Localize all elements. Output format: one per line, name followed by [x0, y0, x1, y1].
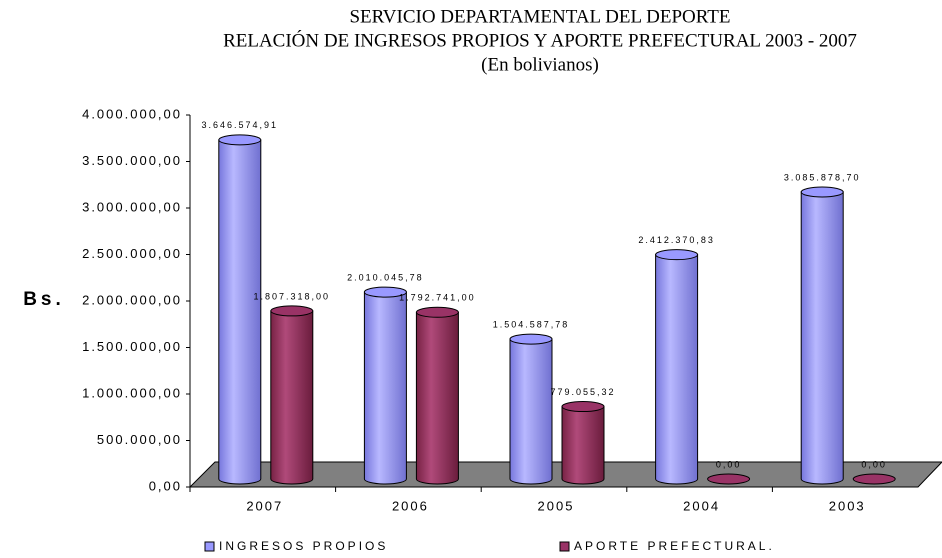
- data-label: 3.646.574,91: [202, 120, 279, 130]
- bar-body: [509, 338, 553, 485]
- data-label: 1.807.318,00: [254, 291, 331, 301]
- legend-label: APORTE PREFECTURAL.: [574, 539, 775, 553]
- bar-body: [655, 254, 699, 485]
- bar-body: [363, 291, 407, 485]
- bar-body: [218, 139, 262, 485]
- y-tick-label: 3.000.000,00: [82, 199, 182, 214]
- bar-cap: [800, 186, 844, 198]
- bar: [363, 286, 407, 485]
- bar-cap: [415, 306, 459, 318]
- bar-cap: [707, 473, 751, 485]
- legend-swatch: [204, 541, 215, 552]
- bar-cap: [852, 473, 896, 485]
- x-tick-label: 2003: [829, 498, 866, 513]
- bar: [509, 333, 553, 485]
- bar: [218, 134, 262, 485]
- bar: [415, 306, 459, 485]
- y-tick-label: 0,00: [149, 478, 182, 493]
- y-tick-label: 4.000.000,00: [82, 106, 182, 121]
- x-tick-label: 2004: [683, 498, 720, 513]
- data-label: 3.085.878,70: [784, 172, 861, 182]
- bar-body: [800, 191, 844, 485]
- bar-body: [561, 406, 605, 485]
- bar: [270, 305, 314, 485]
- data-label: 2.412.370,83: [638, 235, 715, 245]
- x-tick-label: 2007: [246, 498, 283, 513]
- bar-cap: [218, 134, 262, 146]
- data-label: 779.055,32: [550, 387, 615, 397]
- data-label: 1.792.741,00: [399, 293, 476, 303]
- chart-title: SERVICIO DEPARTAMENTAL DEL DEPORTE: [349, 6, 730, 27]
- y-axis-label: Bs.: [23, 289, 65, 310]
- bar-cap: [655, 249, 699, 261]
- bar: [561, 401, 605, 485]
- legend-swatch: [559, 541, 570, 552]
- data-label: 0,00: [716, 459, 742, 469]
- y-tick-label: 1.000.000,00: [82, 385, 182, 400]
- bar-cap: [363, 286, 407, 298]
- bar-body: [415, 311, 459, 485]
- data-label: 0,00: [861, 459, 887, 469]
- chart-subtitle: (En bolivianos): [481, 54, 599, 75]
- y-tick-label: 2.500.000,00: [82, 246, 182, 261]
- chart-title: RELACIÓN DE INGRESOS PROPIOS Y APORTE PR…: [223, 29, 857, 51]
- bar-cap: [270, 305, 314, 317]
- bar: [707, 473, 751, 485]
- bar: [655, 249, 699, 485]
- bar: [800, 186, 844, 485]
- data-label: 1.504.587,78: [493, 319, 570, 329]
- y-tick-label: 2.000.000,00: [82, 292, 182, 307]
- data-label: 2.010.045,78: [347, 272, 424, 282]
- y-tick-label: 3.500.000,00: [82, 153, 182, 168]
- y-tick-label: 500.000,00: [97, 432, 182, 447]
- y-tick-label: 1.500.000,00: [82, 339, 182, 354]
- legend-label: INGRESOS PROPIOS: [219, 539, 388, 553]
- bar: [852, 473, 896, 485]
- x-tick-label: 2005: [538, 498, 575, 513]
- x-tick-label: 2006: [392, 498, 429, 513]
- bar-cap: [509, 333, 553, 345]
- bar-body: [270, 310, 314, 485]
- bar-cap: [561, 401, 605, 413]
